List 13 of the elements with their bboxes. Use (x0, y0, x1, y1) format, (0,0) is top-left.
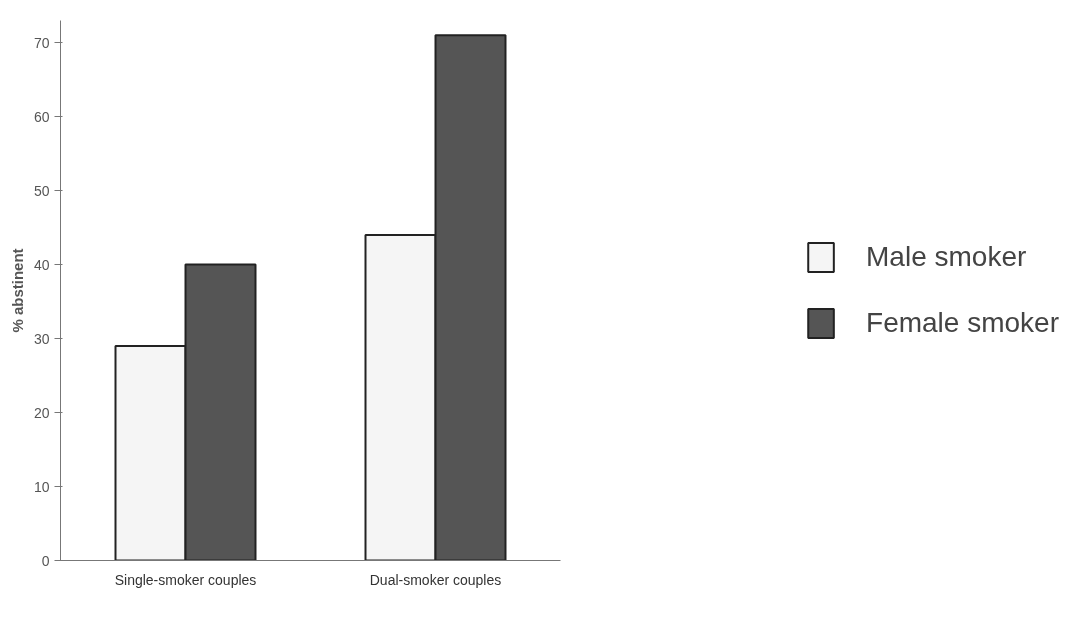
legend-label: Male smoker (866, 241, 1027, 273)
x-tick-label: Single-smoker couples (114, 571, 257, 588)
y-tick-label: 20 (33, 404, 50, 421)
y-tick-label: 10 (33, 478, 50, 495)
y-tick-label: 40 (33, 256, 50, 273)
y-tick-label: 50 (33, 182, 50, 199)
y-tick-label: 30 (33, 330, 50, 347)
y-tick-label: 70 (33, 34, 50, 51)
x-tick-label: Dual-smoker couples (369, 571, 502, 588)
y-axis-title: % abstinent (8, 248, 26, 333)
y-tick-label: 0 (41, 552, 50, 569)
legend-label: Female smoker (866, 307, 1059, 339)
y-tick-label: 60 (33, 108, 50, 125)
